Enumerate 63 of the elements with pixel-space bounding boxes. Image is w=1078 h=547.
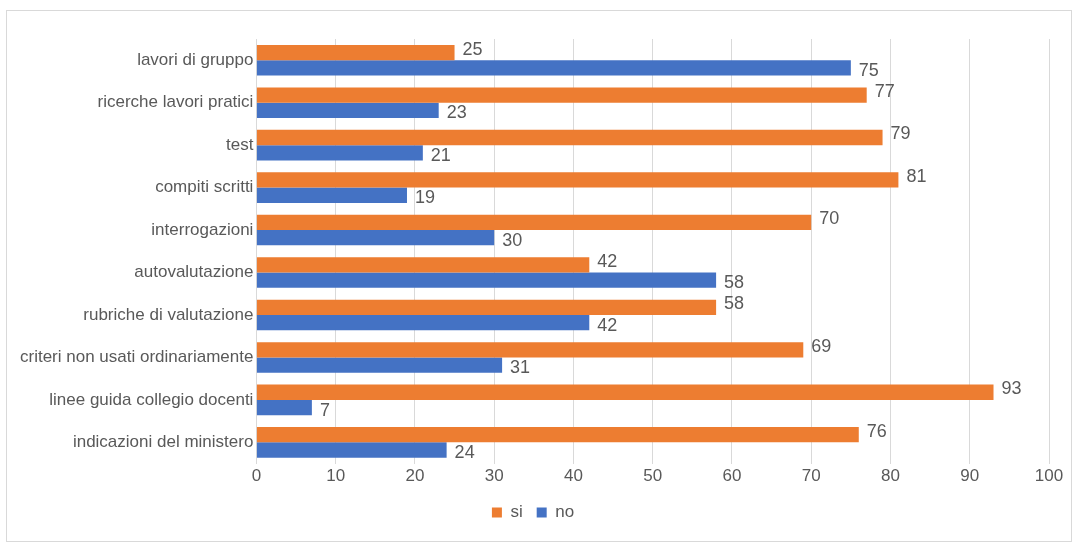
data-label: 31 bbox=[510, 357, 531, 378]
bar bbox=[256, 399, 312, 416]
data-label: 70 bbox=[819, 208, 840, 229]
bar bbox=[256, 230, 495, 246]
bar bbox=[256, 102, 439, 118]
data-label: 42 bbox=[597, 250, 618, 271]
data-label: 24 bbox=[454, 441, 475, 462]
x-tick-label: 100 bbox=[1034, 466, 1064, 486]
data-label: 58 bbox=[724, 272, 745, 293]
data-label: 23 bbox=[446, 102, 467, 123]
y-tick-label: lavori di gruppo bbox=[137, 49, 254, 69]
x-tick-label: 90 bbox=[960, 466, 980, 486]
y-tick-label: indicazioni del ministero bbox=[72, 432, 254, 452]
y-tick-label: compiti scritti bbox=[155, 177, 254, 197]
x-tick-label: 50 bbox=[643, 466, 663, 486]
x-tick-label: 60 bbox=[722, 466, 742, 486]
x-tick-label: 80 bbox=[881, 466, 900, 486]
bar bbox=[256, 214, 812, 231]
bar bbox=[256, 129, 883, 146]
bar bbox=[256, 384, 994, 400]
data-label: 69 bbox=[811, 335, 832, 356]
legend-label: no bbox=[555, 502, 575, 522]
y-tick-label: rubriche di valutazione bbox=[83, 304, 254, 324]
x-tick-label: 10 bbox=[326, 466, 346, 486]
bar bbox=[256, 314, 590, 331]
bar bbox=[256, 427, 859, 443]
data-label: 76 bbox=[866, 420, 887, 441]
data-label: 93 bbox=[1001, 378, 1022, 399]
bar bbox=[256, 187, 407, 203]
data-label: 58 bbox=[724, 293, 745, 314]
y-tick-label: interrogazioni bbox=[151, 219, 254, 239]
x-tick-label: 70 bbox=[801, 466, 821, 486]
x-tick-label: 20 bbox=[405, 466, 425, 486]
data-label: 77 bbox=[874, 81, 895, 102]
x-tick-label: 30 bbox=[484, 466, 504, 486]
bar bbox=[256, 272, 717, 288]
y-tick-label: ricerche lavori pratici bbox=[97, 92, 254, 112]
y-tick-label: linee guida collegio docenti bbox=[49, 389, 254, 409]
data-label: 25 bbox=[462, 38, 483, 59]
data-label: 42 bbox=[597, 314, 618, 335]
bar bbox=[256, 342, 804, 358]
y-tick-label: autovalutazione bbox=[134, 262, 254, 282]
data-label: 75 bbox=[858, 59, 879, 80]
y-tick-label: criteri non usati ordinariamente bbox=[19, 347, 254, 367]
data-label: 79 bbox=[890, 123, 911, 144]
x-tick-label: 40 bbox=[563, 466, 583, 486]
bar bbox=[256, 442, 447, 458]
bar bbox=[256, 44, 455, 61]
data-label: 19 bbox=[414, 187, 436, 208]
data-label: 30 bbox=[502, 229, 523, 250]
legend-label: si bbox=[510, 502, 523, 522]
bar bbox=[256, 299, 717, 315]
bar bbox=[256, 357, 503, 373]
bar bbox=[256, 145, 423, 161]
data-label: 21 bbox=[430, 144, 451, 165]
bar bbox=[256, 257, 590, 273]
bar bbox=[256, 87, 867, 103]
bar bbox=[256, 60, 851, 76]
bar bbox=[256, 172, 899, 188]
y-tick-label: test bbox=[225, 134, 254, 154]
data-label: 7 bbox=[319, 399, 330, 420]
data-label: 81 bbox=[906, 165, 927, 186]
x-tick-label: 0 bbox=[251, 466, 262, 486]
